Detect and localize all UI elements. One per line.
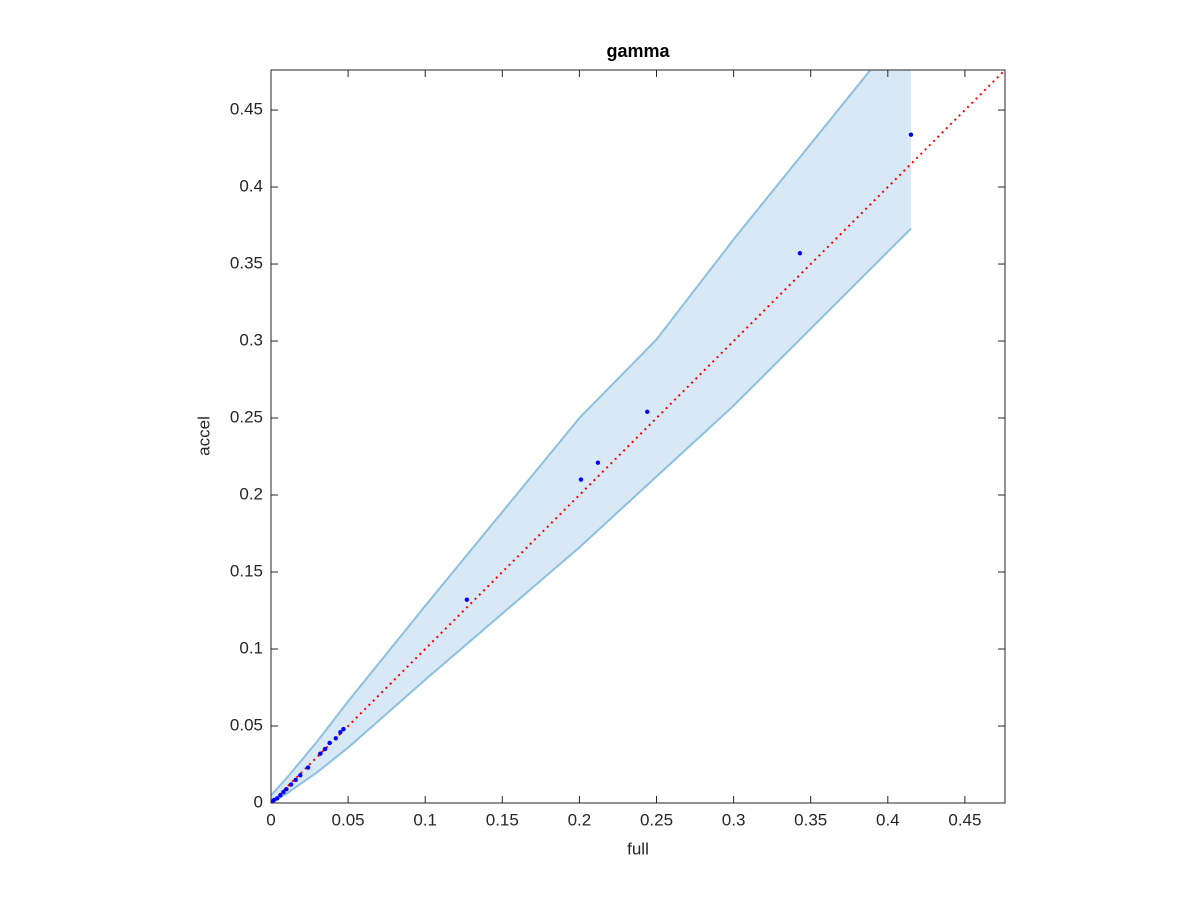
y-tick-label: 0.25: [230, 408, 263, 427]
data-point: [595, 460, 601, 465]
band-upper-line: [271, 70, 872, 796]
data-point: [293, 777, 298, 783]
data-point: [288, 782, 294, 787]
data-point: [281, 790, 286, 795]
data-point: [578, 477, 584, 482]
y-tick-label: 0.15: [230, 561, 263, 580]
band-lower-line: [271, 227, 912, 803]
x-tick-label: 0.1: [413, 810, 437, 829]
y-tick-label: 0.4: [239, 177, 263, 196]
data-point: [284, 786, 289, 792]
data-point: [341, 726, 346, 732]
data-point: [338, 729, 343, 735]
data-point: [318, 751, 323, 756]
data-point: [645, 409, 650, 415]
x-tick-label: 0: [266, 810, 275, 829]
data-point: [908, 132, 914, 137]
y-tick-label: 0.2: [239, 485, 263, 504]
y-tick-label: 0.35: [230, 254, 263, 273]
x-tick-label: 0.2: [568, 810, 592, 829]
y-tick-label: 0.45: [230, 100, 263, 119]
data-point: [464, 597, 470, 602]
data-point: [333, 736, 338, 741]
reference-line: [271, 70, 1005, 803]
axes-box: [270, 69, 1006, 804]
x-tick-label: 0.35: [794, 810, 827, 829]
data-point: [322, 746, 328, 752]
x-tick-label: 0.05: [332, 810, 365, 829]
data-point: [274, 796, 280, 801]
y-axis-label: accel: [194, 416, 213, 456]
x-tick-label: 0.45: [948, 810, 981, 829]
x-tick-label: 0.15: [486, 810, 519, 829]
x-tick-label: 0.25: [640, 810, 673, 829]
x-axis-label: full: [627, 839, 649, 858]
band-fill: [271, 70, 911, 803]
data-point: [305, 765, 311, 770]
x-tick-label: 0.3: [722, 810, 746, 829]
data-point: [797, 251, 803, 256]
data-point: [327, 740, 332, 746]
y-tick-label: 0: [254, 792, 263, 811]
y-tick-label: 0.3: [239, 331, 263, 350]
chart-title: gamma: [606, 41, 670, 61]
x-tick-label: 0.4: [876, 810, 900, 829]
y-tick-label: 0.05: [230, 715, 263, 734]
data-point: [278, 793, 283, 798]
data-point: [298, 773, 303, 778]
y-tick-label: 0.1: [239, 638, 263, 657]
plot-area: [271, 70, 1005, 803]
